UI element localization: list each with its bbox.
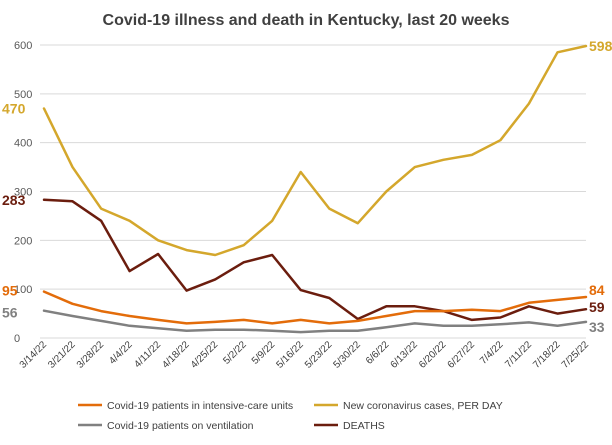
x-tick-label: 4/18/22 — [160, 339, 192, 371]
x-axis-ticks: 3/14/223/21/223/28/22 4/4/224/11/224/18/2… — [18, 339, 592, 371]
series-layer — [42, 44, 588, 334]
series-line — [42, 198, 588, 322]
y-tick-label: 300 — [14, 187, 32, 199]
end-value-label: 84 — [589, 282, 605, 298]
legend-label: Covid-19 patients in intensive-care unit… — [107, 400, 293, 412]
end-value-label: 59 — [589, 299, 605, 315]
x-tick-label: 5/23/22 — [303, 339, 335, 371]
start-value-label: 56 — [2, 305, 18, 321]
x-tick-label: 7/25/22 — [560, 339, 592, 371]
y-axis-ticks: 0 100 200 300 400 500 600 — [14, 40, 32, 345]
start-value-label: 470 — [2, 100, 26, 116]
y-tick-label: 0 — [14, 333, 20, 345]
x-tick-label: 6/27/22 — [446, 339, 478, 371]
x-tick-label: 3/21/22 — [46, 339, 78, 371]
legend: Covid-19 patients in intensive-care unit… — [78, 400, 503, 432]
x-tick-label: 7/4/22 — [478, 339, 506, 367]
y-tick-label: 100 — [14, 284, 32, 296]
x-tick-label: 5/16/22 — [274, 339, 306, 371]
start-value-label: 283 — [2, 192, 26, 208]
x-tick-label: 3/14/22 — [18, 339, 50, 371]
end-value-label: 33 — [589, 319, 605, 335]
x-tick-label: 7/11/22 — [503, 339, 534, 370]
x-tick-label: 7/18/22 — [531, 339, 563, 371]
legend-label: Covid-19 patients on ventilation — [107, 420, 254, 432]
data-labels: 95 84 470 598 56 33 283 59 — [2, 38, 612, 335]
series-line — [42, 309, 588, 334]
legend-label: DEATHS — [343, 420, 385, 432]
y-tick-label: 400 — [14, 138, 32, 150]
end-value-label: 598 — [589, 38, 612, 54]
x-tick-label: 5/2/22 — [221, 339, 249, 367]
y-tick-label: 200 — [14, 235, 32, 247]
x-tick-label: 5/30/22 — [332, 339, 364, 371]
x-tick-label: 4/11/22 — [132, 339, 163, 370]
x-tick-label: 4/4/22 — [107, 339, 135, 367]
series-line — [42, 290, 588, 325]
series-line — [42, 44, 588, 257]
grid-layer — [40, 44, 586, 339]
y-tick-label: 600 — [14, 40, 32, 52]
x-tick-label: 6/20/22 — [417, 339, 449, 371]
start-value-label: 95 — [2, 283, 18, 299]
y-tick-label: 500 — [14, 89, 32, 101]
x-tick-label: 3/28/22 — [75, 339, 107, 371]
x-tick-label: 4/25/22 — [189, 339, 221, 371]
x-tick-label: 6/13/22 — [389, 339, 421, 371]
chart-title: Covid-19 illness and death in Kentucky, … — [103, 12, 510, 29]
legend-label: New coronavirus cases, PER DAY — [343, 400, 503, 412]
